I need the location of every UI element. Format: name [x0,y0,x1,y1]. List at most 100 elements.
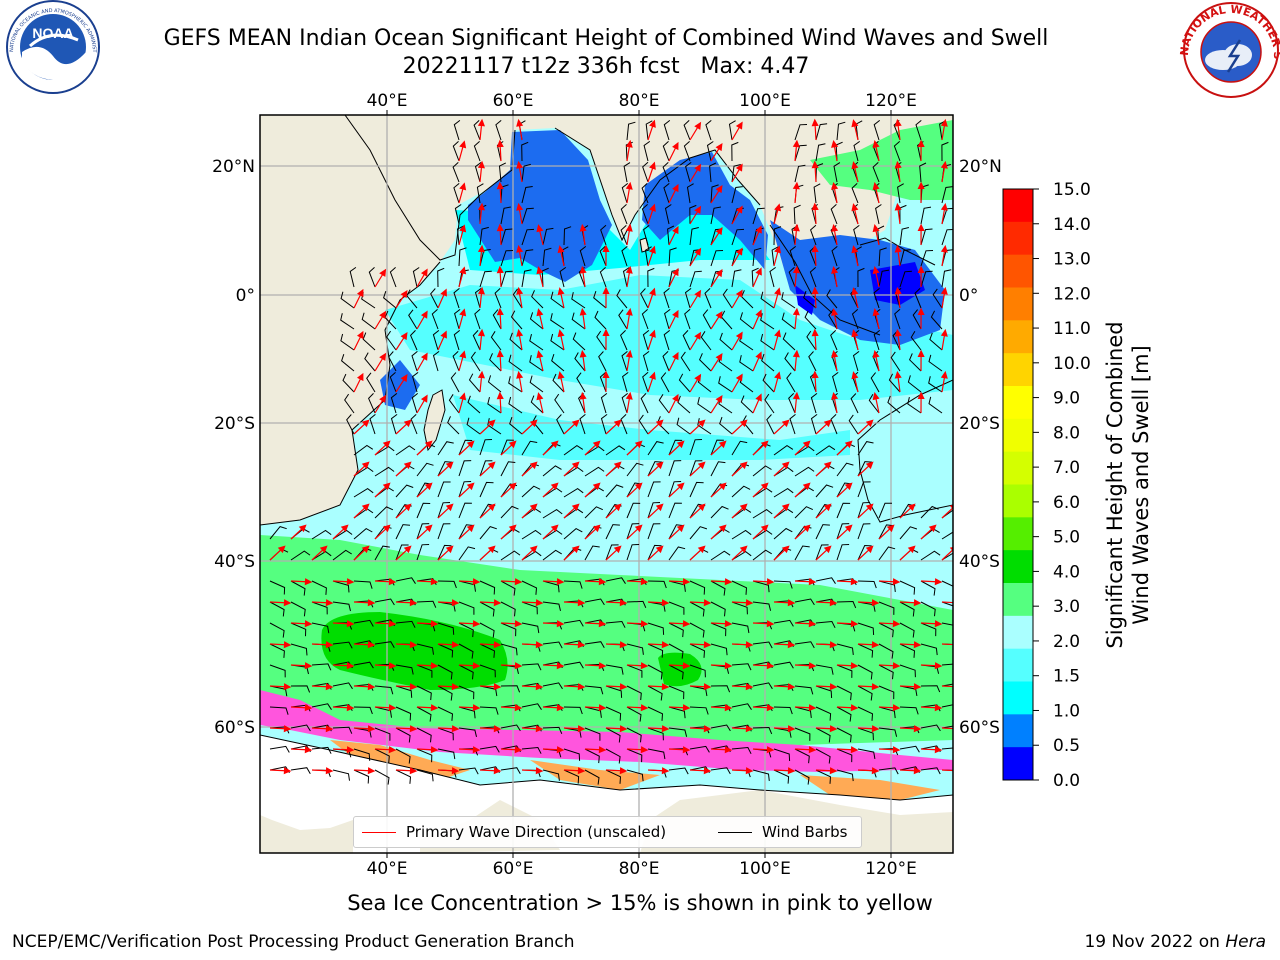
wind-barb [682,330,691,351]
wind-barb [626,502,641,519]
wind-barb [668,706,686,719]
wind-barb [932,288,943,309]
wave-direction-arrow [836,746,859,754]
wind-barb [647,267,655,288]
wind-barb [437,748,456,760]
colorbar-swatch [1003,418,1033,453]
wind-barb [598,351,607,372]
wind-barb [584,769,600,785]
wind-barb [594,310,607,330]
colorbar-swatch [1003,451,1033,485]
wave-direction-arrow [605,725,628,733]
wind-barb [815,577,836,584]
wind-barb [857,622,875,636]
wind-barb [542,641,563,649]
wind-barb [643,140,651,162]
wind-barb [710,601,726,617]
wave-direction-arrow [941,601,953,604]
wind-barb [509,332,523,351]
wind-barb [941,580,953,587]
wind-barb [521,249,534,267]
wave-direction-arrow [668,351,679,372]
wave-direction-arrow [689,767,712,775]
wind-barb [941,704,953,708]
colorbar-tick-label: 3.0 [1053,597,1080,617]
wind-barb [663,330,671,351]
wind-barb [456,225,465,246]
wave-direction-arrow [872,308,880,330]
wind-barb [368,393,376,414]
wave-direction-arrow [689,247,702,267]
wave-direction-arrow [626,746,649,754]
lat-tick-right-40s: 40°S [959,552,1000,572]
wind-barb [836,502,851,519]
wind-barb [473,120,481,141]
wave-direction-arrow [857,725,880,733]
wind-barb [878,502,892,519]
wind-barb [510,310,523,330]
wind-barb [269,622,285,638]
wave-direction-arrow [731,641,754,649]
wind-barb [395,727,411,743]
colorbar-swatch [1003,681,1033,715]
wave-direction-arrow [496,181,504,204]
lat-tick-left-60s: 60°S [214,718,255,738]
wave-direction-arrow [269,683,292,691]
wind-barb [794,685,814,695]
wind-barb [416,462,434,477]
wind-barb [642,371,649,393]
wind-barb [621,246,628,267]
wave-direction-arrow [836,578,859,586]
wave-direction-arrow [647,767,670,775]
wave-direction-arrow [773,419,790,435]
wave-direction-arrow [479,725,502,733]
wind-barb [411,393,419,414]
wind-barb [702,309,712,330]
wind-barb [458,502,472,519]
wind-barb [521,580,538,595]
wave-direction-arrow [831,391,839,414]
wave-direction-arrow [416,394,428,414]
wave-direction-arrow [290,578,313,586]
map-frame [259,114,954,854]
chart-subtitle: 20221117 t12z 336h fcst Max: 4.47 [402,54,810,79]
wave-direction-arrow [374,394,387,414]
wind-barb [374,641,395,649]
wave-direction-arrow [584,746,607,754]
wave-direction-arrow [516,328,524,351]
wave-direction-arrow [668,482,685,498]
wind-barb [521,141,529,162]
wave-direction-arrow [477,328,485,351]
wind-barb [563,706,583,715]
wave-direction-arrow [689,545,706,561]
wind-barb [899,643,916,658]
wind-barb [752,508,773,519]
sea-ice [260,690,953,772]
wave-direction-arrow [668,704,691,712]
wind-barb [794,506,814,519]
wave-direction-arrow [353,330,364,351]
wave-direction-arrow [710,620,733,628]
wind-barb [710,767,731,775]
wind-barb [941,683,953,687]
wind-barb [857,502,871,519]
wind-barb [689,460,703,477]
wind-barb [390,414,398,435]
wind-barb [941,269,952,288]
colorbar-tick-label: 6.0 [1053,493,1080,513]
wind-barb [810,414,818,435]
wind-barb [521,485,541,498]
wave-direction-arrow [500,620,523,628]
wind-barb [521,703,542,710]
wind-barb [290,685,311,693]
wave-direction-arrow [894,328,902,351]
wind-barb [878,622,894,638]
wind-barb [878,269,890,288]
wind-barb [458,767,479,775]
wind-barb [416,748,433,763]
wave-direction-arrow [290,746,313,754]
legend-black-line [718,831,752,833]
wave-direction-arrow [668,746,691,754]
wind-barb [810,224,817,246]
wave-direction-arrow [917,265,925,288]
